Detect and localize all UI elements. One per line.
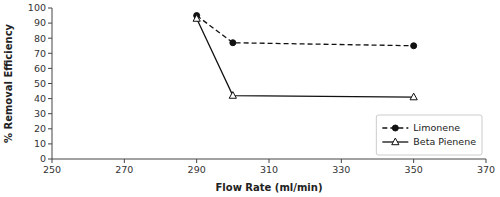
x-tick (196, 159, 197, 163)
x-tick (413, 159, 414, 163)
axes: 250 270 290 310 330 350 370 0 10 20 30 40 50 60 70 80 90… (28, 2, 495, 175)
y-tick (48, 83, 52, 84)
point (193, 15, 200, 22)
y-axis-label: % Removal Efficiency (3, 23, 14, 143)
x-tick-label: 370 (477, 164, 495, 175)
x-tick-label: 250 (43, 164, 61, 175)
series (193, 15, 417, 100)
x-axis-label: Flow Rate (ml/min) (216, 182, 323, 193)
y-tick-label: 60 (34, 63, 46, 74)
y-tick (48, 143, 52, 144)
legend-item: Limonene (382, 122, 460, 133)
x-tick-label: 330 (332, 164, 350, 175)
y-tick-label: 100 (28, 2, 46, 13)
y-axis-line (52, 8, 53, 159)
y-tick (48, 113, 52, 114)
x-tick (124, 159, 125, 163)
y-tick (48, 38, 52, 39)
y-tick (48, 23, 52, 24)
legend-box (376, 115, 482, 155)
y-tick-label: 90 (34, 17, 46, 28)
y-tick-label: 10 (34, 138, 46, 149)
y-tick (48, 98, 52, 99)
series (194, 13, 417, 49)
y-tick (48, 128, 52, 129)
y-tick-label: 0 (40, 153, 46, 164)
y-tick-label: 30 (34, 108, 46, 119)
x-axis-line (52, 159, 486, 160)
legend-item: Beta Pienene (382, 136, 476, 147)
y-tick-label: 80 (34, 33, 46, 44)
x-tick (486, 159, 487, 163)
y-tick-label: 50 (34, 78, 46, 89)
series-line (197, 16, 414, 46)
y-tick (48, 159, 52, 160)
x-tick-label: 270 (115, 164, 133, 175)
y-tick (48, 68, 52, 69)
x-tick-label: 350 (405, 164, 423, 175)
x-tick-label: 290 (188, 164, 206, 175)
y-tick-label: 20 (34, 123, 46, 134)
y-tick-label: 70 (34, 48, 46, 59)
legend-marker (392, 125, 398, 131)
x-tick (341, 159, 342, 163)
x-tick-label: 310 (260, 164, 278, 175)
x-tick (52, 159, 53, 163)
series-line (197, 19, 414, 98)
y-tick (48, 53, 52, 54)
legend-label: Limonene (413, 122, 460, 133)
plot-area (193, 13, 417, 100)
point (230, 40, 236, 46)
y-tick (48, 8, 52, 9)
chart: 250 270 290 310 330 350 370 0 10 20 30 40 50 60 70 80 90… (0, 0, 500, 197)
legend: Limonene Beta Pienene (376, 115, 482, 155)
point (410, 93, 417, 100)
point (411, 43, 417, 49)
legend-marker (392, 138, 399, 145)
point (229, 92, 236, 99)
y-tick-label: 40 (34, 93, 46, 104)
legend-label: Beta Pienene (413, 136, 476, 147)
x-tick (269, 159, 270, 163)
background (0, 0, 500, 197)
